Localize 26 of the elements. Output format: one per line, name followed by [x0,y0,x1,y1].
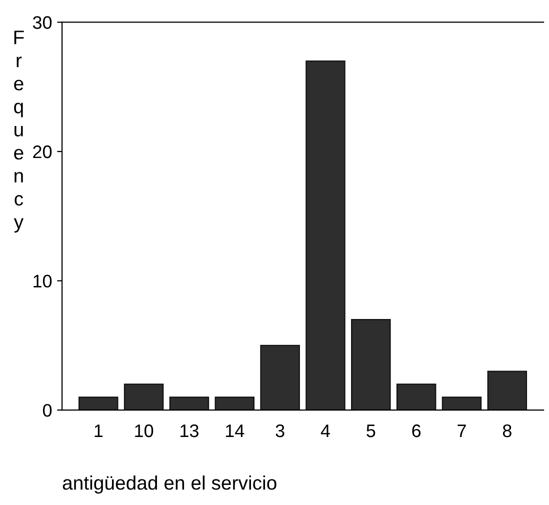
bar [214,396,254,410]
bar [487,370,528,410]
bar [351,319,391,410]
x-tick-label: 5 [366,424,376,438]
y-tick-label: 30 [32,16,52,29]
bar [124,384,164,410]
y-tick-label: 20 [33,145,52,158]
x-tick-label: 14 [226,424,244,438]
x-tick-label: 13 [180,424,198,438]
y-tick-label: 10 [34,274,52,288]
bar [260,344,300,410]
x-tick-label: 3 [276,424,284,438]
bar [78,396,118,410]
bar [396,384,436,410]
bar [442,396,482,410]
x-tick-label: 1 [94,424,103,438]
x-tick-label: 7 [458,424,466,438]
x-tick-label: 10 [135,424,154,438]
x-tick-label: 4 [320,424,330,438]
y-tick-label: 0 [42,404,52,417]
bar [306,60,346,410]
bar [169,396,210,410]
x-axis-title: antigüedad en el servicio [62,476,276,494]
text: Frequency [14,30,24,233]
x-tick-label: 8 [502,424,512,438]
x-tick-label: 6 [412,424,421,438]
